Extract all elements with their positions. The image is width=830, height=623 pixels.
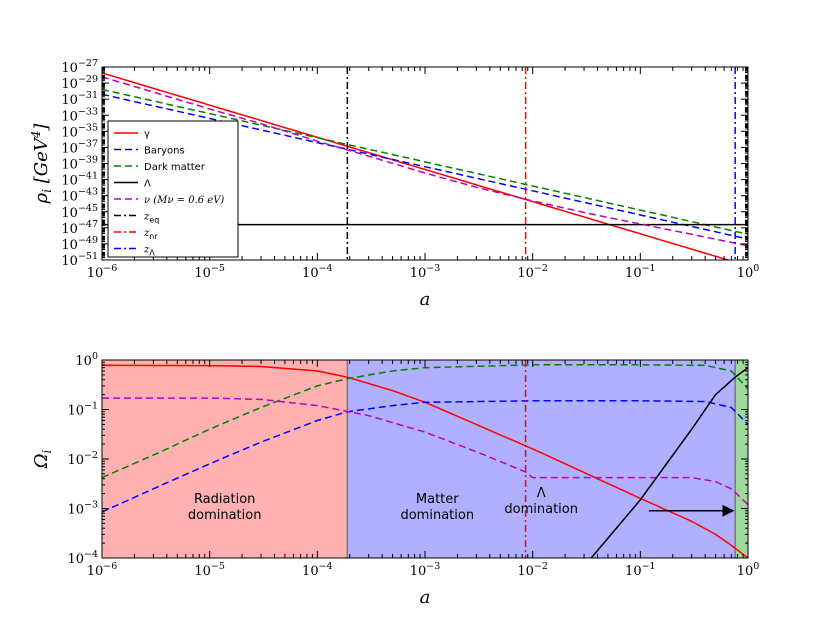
y-tick-label: 10−31 [61, 90, 98, 108]
x-tick-label: 10−1 [625, 263, 656, 281]
x-tick-label: 10−3 [410, 561, 441, 579]
y-tick-label: 10−27 [61, 58, 98, 76]
series-baryons-line [102, 93, 748, 240]
y-tick-label: 10−4 [67, 549, 98, 567]
y-tick-label: 10−35 [61, 122, 98, 140]
y-tick-label: 100 [75, 351, 98, 369]
y-tick-label: 10−3 [67, 500, 98, 518]
plot-area [102, 360, 748, 558]
y-tick-label: 10−39 [61, 155, 98, 173]
legend: γ Baryons Dark matter Λν (Mν = 0.6 eV) zeq zn… [107, 120, 239, 258]
x-tick-label: 10−6 [87, 561, 118, 579]
series-series-line [102, 72, 731, 260]
legend-label-baryons: Baryons [144, 146, 185, 157]
x-tick-label: 10−2 [517, 263, 548, 281]
legend-box [107, 120, 239, 258]
legend-label-z: zΛ [143, 245, 155, 258]
y-tick-label: 10−2 [67, 450, 98, 468]
y-axis-label: ρi​ [GeV4​] [29, 123, 54, 205]
x-tick-label: 10−2 [517, 561, 548, 579]
series-dark-matter-line [102, 364, 748, 479]
y-tick-label: 10−29 [61, 74, 98, 92]
series-dark-matter-line [102, 88, 748, 235]
y-tick-label: 10−45 [61, 203, 98, 221]
y-tick-label: 10−1 [67, 401, 98, 419]
region-label-radiation-domination: Radiation domination [188, 492, 262, 523]
x-axis-label: a [420, 587, 431, 608]
x-tick-label: 10−6 [87, 263, 118, 281]
legend-label-m-0-6-ev: ν (Mν = 0.6 eV) [144, 195, 224, 206]
legend-label-dark-matter: Dark matter [144, 162, 206, 173]
legend-label-series: Λ [144, 179, 151, 190]
x-tick-label: 100 [737, 561, 760, 579]
x-tick-label: 10−5 [194, 561, 225, 579]
density-panel: 10−6 10−5 10−4 10−3 10−2 10−1 10010−2710−2910−… [29, 58, 759, 310]
y-tick-label: 10−41 [61, 171, 98, 189]
region-label-matter-domination: Matter domination [400, 492, 474, 523]
x-axis-label: a [420, 289, 431, 310]
y-tick-label: 10−51 [61, 251, 98, 269]
y-tick-label: 10−33 [61, 106, 98, 124]
legend-label-z-nr: znr [143, 228, 158, 241]
series-m-0-6-ev-line [102, 76, 748, 247]
region-matter-domination [347, 360, 736, 558]
omega-panel: Radiation domination Matter domination Λ domi… [31, 351, 759, 608]
series-series-line [590, 367, 748, 558]
y-tick-label: 10−37 [61, 138, 98, 156]
y-tick-label: 10−49 [61, 235, 98, 253]
series-m-0-6-ev-line [102, 397, 748, 506]
y-tick-label: 10−43 [61, 187, 98, 205]
y-tick-label: 10−47 [61, 219, 98, 237]
legend-label-z-eq: zeq [143, 212, 159, 225]
x-tick-label: 100 [737, 263, 760, 281]
x-tick-label: 10−4 [302, 263, 333, 281]
region-radiation-domination [102, 360, 348, 558]
x-tick-label: 10−1 [625, 561, 656, 579]
y-axis-label: Ωi​ [31, 449, 54, 469]
series-baryons-line [102, 400, 748, 513]
x-tick-label: 10−5 [194, 263, 225, 281]
x-tick-label: 10−4 [302, 561, 333, 579]
legend-label-series: γ [144, 129, 150, 140]
x-tick-label: 10−3 [410, 263, 441, 281]
